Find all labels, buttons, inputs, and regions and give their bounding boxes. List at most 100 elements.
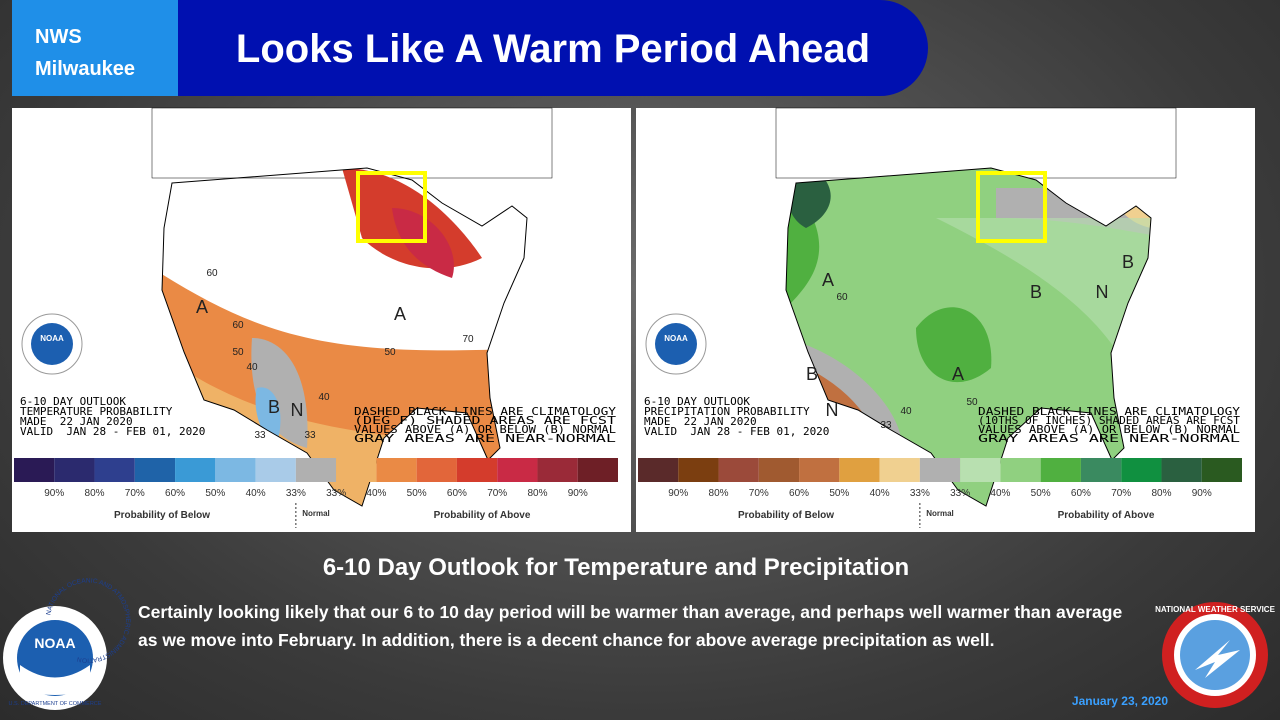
legend-swatch xyxy=(295,458,337,482)
map-label: 60 xyxy=(206,268,218,279)
legend-tick: 90% xyxy=(1192,488,1212,499)
legend-swatch xyxy=(799,458,840,482)
legend-swatch xyxy=(54,458,95,482)
map-label: 33 xyxy=(304,430,316,441)
map-label: A xyxy=(196,297,208,317)
legend-tick: 60% xyxy=(789,488,809,499)
map-label: N xyxy=(291,400,304,420)
legend-swatch xyxy=(1000,458,1041,482)
map-label: N xyxy=(826,400,839,420)
map-label: 60 xyxy=(232,320,244,331)
legend-swatch xyxy=(839,458,880,482)
legend-swatch xyxy=(376,458,417,482)
map-label: N xyxy=(1096,282,1109,302)
map-label: 40 xyxy=(318,392,330,403)
outlook-text: 6-10 DAY OUTLOOK xyxy=(644,395,750,408)
shading xyxy=(936,218,1151,388)
org: NWS xyxy=(35,26,82,48)
legend-tick: 50% xyxy=(205,488,225,499)
shading xyxy=(916,307,992,383)
outlook-text: MADE 22 JAN 2020 xyxy=(644,415,757,428)
legend-swatch xyxy=(638,458,679,482)
canada xyxy=(775,107,1177,179)
org-box xyxy=(12,0,178,96)
legend-tick: 80% xyxy=(527,488,547,499)
legend-normal: Normal xyxy=(926,509,954,518)
legend-swatch xyxy=(416,458,457,482)
legend-tick: 70% xyxy=(749,488,769,499)
title: Looks Like A Warm Period Ahead xyxy=(236,27,870,71)
map-label: 60 xyxy=(836,292,848,303)
legend-below: Probability of Below xyxy=(114,510,210,521)
logo-ring: NATIONAL WEATHER SERVICE xyxy=(1155,605,1276,614)
legend-swatch xyxy=(14,458,55,482)
note-text: (DEG F) SHADED AREAS ARE FCST xyxy=(354,414,617,427)
outlook-text: VALID JAN 28 - FEB 01, 2020 xyxy=(20,425,205,438)
map-label: B xyxy=(1030,282,1042,302)
map-label: B xyxy=(1122,252,1134,272)
note-text: DASHED BLACK LINES ARE CLIMATOLOGY xyxy=(354,405,616,418)
badge-label: NOAA xyxy=(664,334,688,343)
legend-tick: 80% xyxy=(1151,488,1171,499)
outlook-text: TEMPERATURE PROBABILITY xyxy=(20,405,173,418)
logo-label: NOAA xyxy=(34,635,75,651)
note-text: VALUES ABOVE (A) OR BELOW (B) NORMAL xyxy=(978,423,1240,436)
legend-swatch xyxy=(758,458,800,482)
legend-swatch xyxy=(336,458,377,482)
legend-swatch xyxy=(1161,458,1202,482)
map-label: 50 xyxy=(384,347,396,358)
noaa-badge-inner xyxy=(655,323,697,365)
map-label: 40 xyxy=(900,406,912,417)
note-text: GRAY AREAS ARE NEAR-NORMAL xyxy=(978,432,1241,445)
legend-swatch xyxy=(1040,458,1081,482)
outlook-text: 6-10 DAY OUTLOOK xyxy=(20,395,126,408)
legend-swatch xyxy=(1080,458,1122,482)
legend-tick: 70% xyxy=(1111,488,1131,499)
legend-swatch xyxy=(879,458,920,482)
shading xyxy=(251,338,308,448)
legend-swatch xyxy=(1201,458,1242,482)
legend-swatch xyxy=(1121,458,1162,482)
org: Milwaukee xyxy=(35,58,135,80)
legend-swatch xyxy=(94,458,135,482)
map-label: 50 xyxy=(966,397,978,408)
legend-tick: 40% xyxy=(246,488,266,499)
legend-tick: 40% xyxy=(870,488,890,499)
legend-tick: 33% xyxy=(910,488,930,499)
legend-swatch xyxy=(919,458,961,482)
legend-tick: 33% xyxy=(326,488,346,499)
nws-logo: NATIONAL WEATHER SERVICE xyxy=(1155,602,1276,708)
legend-normal: Normal xyxy=(302,509,330,518)
legend-tick: 50% xyxy=(1031,488,1051,499)
legend-tick: 50% xyxy=(829,488,849,499)
legend-swatch xyxy=(960,458,1001,482)
legend-tick: 60% xyxy=(165,488,185,499)
note-text: GRAY AREAS ARE NEAR-NORMAL xyxy=(354,432,617,445)
legend-below: Probability of Below xyxy=(738,510,834,521)
legend-swatch xyxy=(134,458,176,482)
legend-tick: 70% xyxy=(125,488,145,499)
legend-tick: 33% xyxy=(950,488,970,499)
legend-above: Probability of Above xyxy=(1058,510,1155,521)
legend-tick: 40% xyxy=(366,488,386,499)
legend-tick: 40% xyxy=(990,488,1010,499)
legend-tick: 60% xyxy=(1071,488,1091,499)
map-label: 33 xyxy=(254,430,266,441)
title-bar xyxy=(178,0,928,96)
outlook-text: MADE 22 JAN 2020 xyxy=(20,415,133,428)
map-label: 70 xyxy=(462,334,474,345)
legend-swatch xyxy=(577,458,618,482)
note-text: (10THS OF INCHES) SHADED AREAS ARE FCST xyxy=(978,414,1240,427)
map-label: B xyxy=(268,397,280,417)
outlook-text: PRECIPITATION PROBABILITY xyxy=(644,405,810,418)
legend-tick: 60% xyxy=(447,488,467,499)
legend-swatch xyxy=(175,458,216,482)
legend-tick: 80% xyxy=(709,488,729,499)
legend-swatch xyxy=(718,458,759,482)
legend-tick: 70% xyxy=(487,488,507,499)
body-text: Certainly looking likely that our 6 to 1… xyxy=(138,602,1123,650)
map-label: 40 xyxy=(246,362,258,373)
highlight-box xyxy=(976,171,1047,243)
